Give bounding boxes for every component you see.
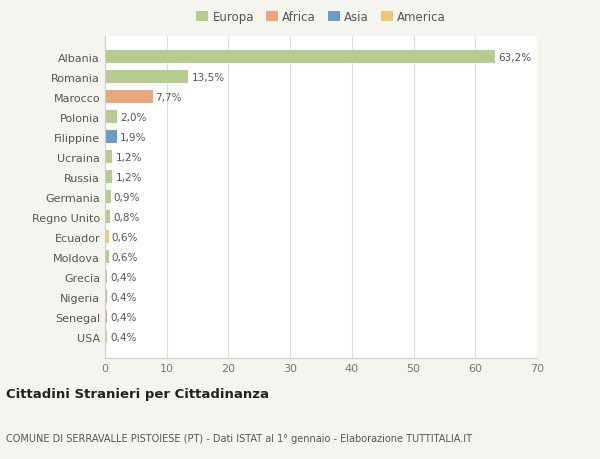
Bar — [105, 311, 107, 324]
Text: 0,4%: 0,4% — [110, 272, 137, 282]
Text: 7,7%: 7,7% — [155, 93, 182, 103]
Text: 1,2%: 1,2% — [115, 173, 142, 182]
Text: 0,6%: 0,6% — [112, 252, 138, 262]
Text: Cittadini Stranieri per Cittadinanza: Cittadini Stranieri per Cittadinanza — [6, 387, 269, 400]
Bar — [105, 151, 112, 164]
Bar — [105, 171, 112, 184]
Bar — [105, 131, 117, 144]
Text: 0,9%: 0,9% — [113, 192, 140, 202]
Text: 0,4%: 0,4% — [110, 332, 137, 342]
Bar — [105, 71, 188, 84]
Text: 63,2%: 63,2% — [498, 53, 531, 63]
Bar — [105, 191, 110, 204]
Text: 1,9%: 1,9% — [120, 133, 146, 143]
Bar — [105, 211, 110, 224]
Bar — [105, 271, 107, 284]
Bar — [105, 51, 495, 64]
Bar — [105, 291, 107, 303]
Bar — [105, 330, 107, 343]
Text: 0,8%: 0,8% — [113, 213, 139, 222]
Text: 0,6%: 0,6% — [112, 232, 138, 242]
Bar — [105, 231, 109, 244]
Text: 2,0%: 2,0% — [121, 112, 147, 123]
Text: 13,5%: 13,5% — [191, 73, 224, 83]
Bar — [105, 251, 109, 263]
Bar — [105, 91, 152, 104]
Text: 1,2%: 1,2% — [115, 152, 142, 162]
Legend: Europa, Africa, Asia, America: Europa, Africa, Asia, America — [193, 8, 449, 28]
Text: COMUNE DI SERRAVALLE PISTOIESE (PT) - Dati ISTAT al 1° gennaio - Elaborazione TU: COMUNE DI SERRAVALLE PISTOIESE (PT) - Da… — [6, 433, 472, 442]
Bar — [105, 111, 118, 124]
Text: 0,4%: 0,4% — [110, 312, 137, 322]
Text: 0,4%: 0,4% — [110, 292, 137, 302]
